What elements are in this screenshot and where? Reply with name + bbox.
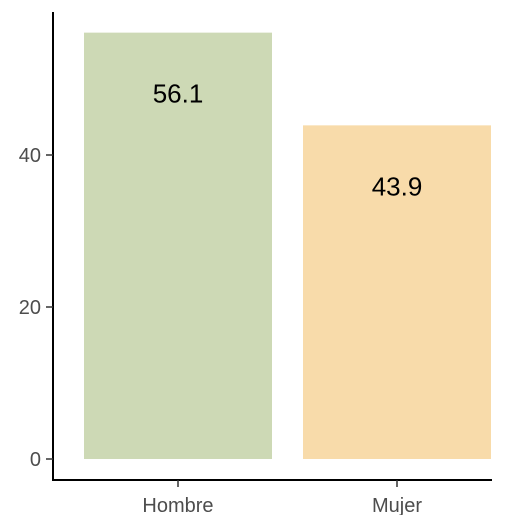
bar-hombre [84, 32, 272, 459]
y-tick-label-20: 20 [19, 297, 41, 319]
bars-group [84, 32, 491, 460]
x-tick-label-mujer: Mujer [372, 495, 422, 515]
bar-mujer [303, 125, 491, 460]
data-labels-group: 56.1 43.9 [153, 79, 423, 202]
data-label-hombre: 56.1 [153, 79, 204, 109]
data-label-mujer: 43.9 [372, 171, 423, 201]
x-tick-label-hombre: Hombre [142, 495, 213, 515]
y-ticks-group: 0 20 40 [19, 145, 53, 471]
x-ticks-group: Hombre Mujer [142, 480, 422, 515]
y-tick-label-40: 40 [19, 145, 41, 167]
y-tick-label-0: 0 [30, 449, 41, 471]
